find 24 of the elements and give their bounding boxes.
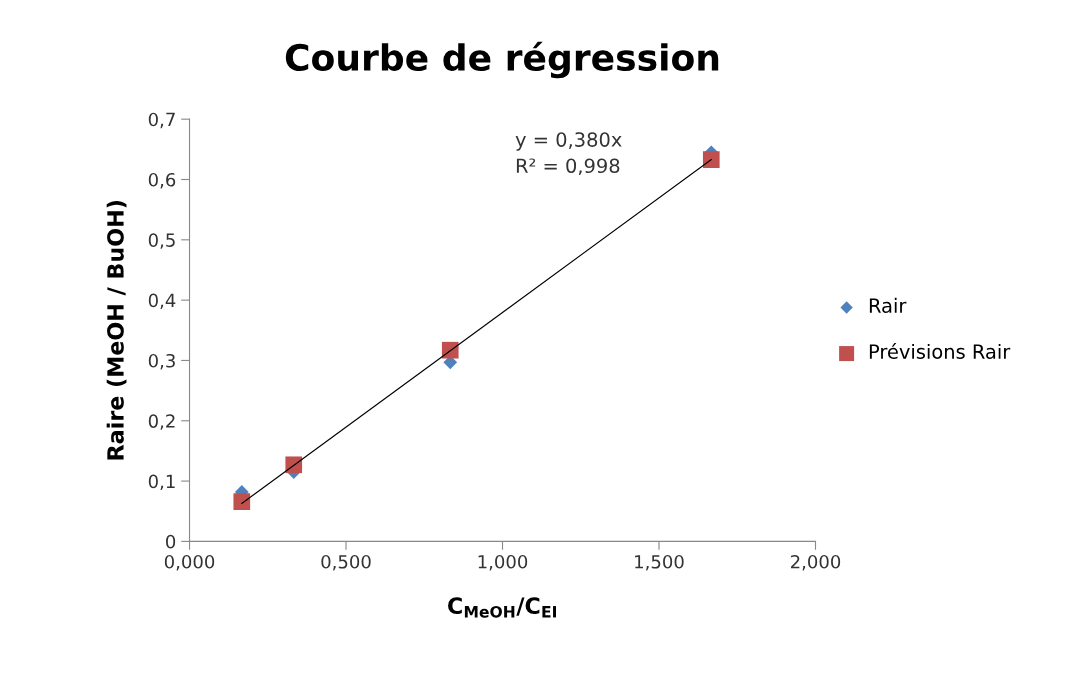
y-tick-label: 0,7 [148, 112, 175, 129]
point [285, 456, 303, 474]
legend-label: Rair [869, 297, 907, 313]
x-tick-label: 1,500 [635, 554, 684, 571]
legend-label: Prévisions Rair [869, 343, 1011, 359]
x-tick-label: 0,000 [164, 554, 215, 571]
x-tick-label: 2,000 [790, 554, 841, 571]
y-axis-title: Raire (MeOH / BuOH) [106, 201, 127, 460]
y-tick-label: 0,6 [148, 172, 176, 189]
annotation: R² = 0,998 [516, 158, 620, 176]
x-tick-label: 0,500 [321, 554, 371, 571]
point [702, 151, 720, 168]
y-tick-label: 0,3 [148, 353, 175, 370]
y-tick-label: 0,1 [148, 474, 175, 491]
y-tick-label: 0,2 [148, 414, 175, 430]
y-tick-label: 0 [166, 534, 176, 549]
point [233, 493, 251, 510]
chart-title: Courbe de régression [285, 41, 719, 79]
x-tick-label: 1,000 [478, 554, 528, 571]
y-tick-label: 0,4 [148, 293, 176, 310]
point [441, 341, 459, 359]
x-axis-title: C$_{MeOH}$/C$_{EI}$ [448, 597, 556, 618]
y-tick-label: 0,5 [148, 233, 175, 249]
annotation: y = 0,380x [515, 132, 622, 151]
